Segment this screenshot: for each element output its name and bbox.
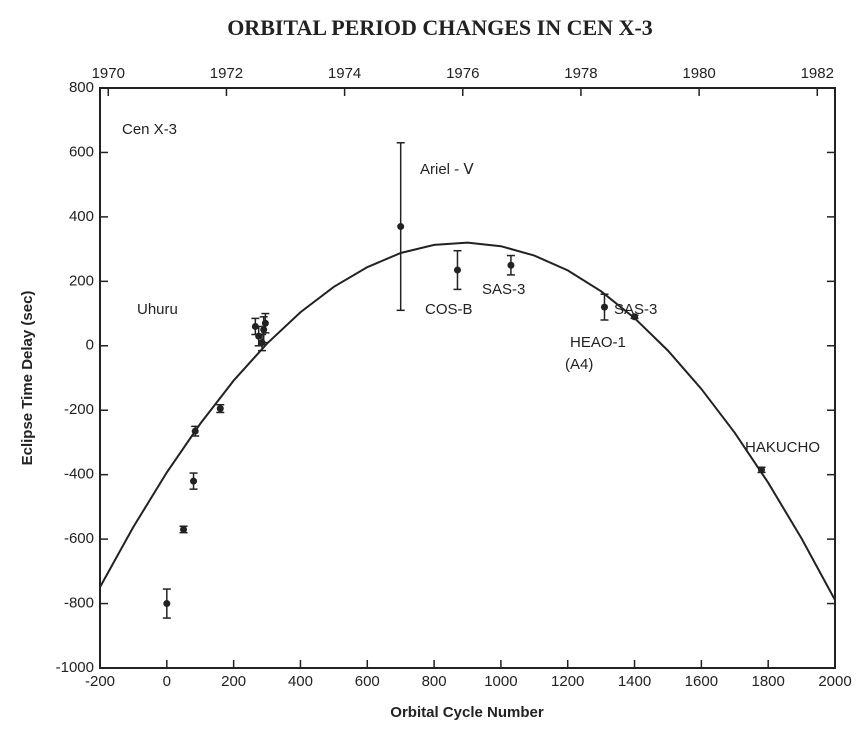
- annotation: SAS-3: [614, 301, 657, 318]
- annotation: Uhuru: [137, 301, 178, 318]
- data-point: [507, 261, 515, 269]
- x2-tick-label: 1972: [210, 65, 243, 82]
- annotation: SAS-3: [482, 281, 525, 298]
- x-tick-label: 800: [422, 673, 447, 690]
- annotation: (A4): [565, 356, 593, 373]
- x2-tick-label: 1980: [682, 65, 715, 82]
- x-tick-label: 0: [163, 673, 171, 690]
- x-tick-label: -200: [85, 673, 115, 690]
- x-tick-label: 1600: [685, 673, 718, 690]
- data-point: [397, 223, 405, 231]
- data-point: [260, 326, 268, 334]
- data-point: [758, 466, 765, 474]
- data-point: [190, 477, 198, 485]
- x2-tick-label: 1970: [92, 65, 125, 82]
- y-axis-label: Eclipse Time Delay (sec): [19, 291, 36, 466]
- y-tick-label: 0: [86, 337, 94, 354]
- x-tick-label: 400: [288, 673, 313, 690]
- x-tick-label: 600: [355, 673, 380, 690]
- data-point: [453, 266, 461, 274]
- y-tick-label: -400: [64, 466, 94, 483]
- data-point: [163, 600, 171, 608]
- x2-tick-label: 1982: [801, 65, 834, 82]
- y-tick-label: 400: [69, 208, 94, 225]
- x-tick-label: 1000: [484, 673, 517, 690]
- data-point: [600, 303, 608, 311]
- annotation: Ariel - Ⅴ: [420, 161, 474, 178]
- x-axis-label: Orbital Cycle Number: [390, 704, 544, 721]
- data-point: [216, 405, 224, 413]
- x2-tick-label: 1976: [446, 65, 479, 82]
- x-tick-label: 1800: [751, 673, 784, 690]
- x-tick-label: 2000: [818, 673, 851, 690]
- data-point: [631, 313, 639, 321]
- annotation: Cen X-3: [122, 121, 177, 138]
- x2-tick-label: 1978: [564, 65, 597, 82]
- annotation: COS-B: [425, 301, 473, 318]
- y-tick-label: -600: [64, 530, 94, 547]
- y-tick-label: -1000: [56, 659, 94, 676]
- x-tick-label: 200: [221, 673, 246, 690]
- data-point: [261, 319, 269, 327]
- annotation: HEAO-1: [570, 334, 626, 351]
- data-point: [191, 427, 199, 435]
- y-tick-label: 200: [69, 272, 94, 289]
- x-tick-label: 1200: [551, 673, 584, 690]
- y-tick-label: -800: [64, 595, 94, 612]
- data-point: [180, 525, 188, 533]
- x2-tick-label: 1974: [328, 65, 361, 82]
- y-tick-label: 600: [69, 143, 94, 160]
- plot-frame: [99, 87, 836, 669]
- data-point: [255, 332, 263, 340]
- y-tick-label: 800: [69, 79, 94, 96]
- chart-title: ORBITAL PERIOD CHANGES IN CEN X-3: [227, 15, 653, 40]
- fit-curve: [99, 241, 836, 601]
- annotation: HAKUCHO: [745, 439, 820, 456]
- y-tick-label: -200: [64, 401, 94, 418]
- x-tick-label: 1400: [618, 673, 651, 690]
